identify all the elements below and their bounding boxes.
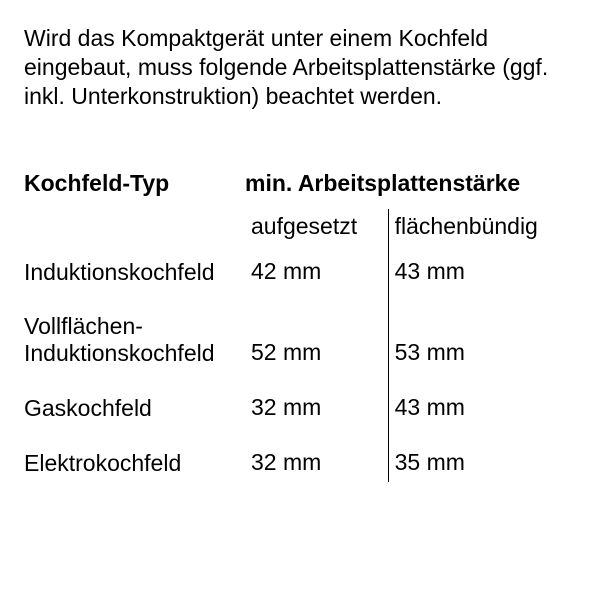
table-row: Elektrokochfeld 32 mm 35 mm — [24, 439, 576, 482]
table-row: Induktionskochfeld 42 mm 43 mm — [24, 248, 576, 303]
table-row: Gaskochfeld 32 mm 43 mm — [24, 384, 576, 439]
subheader-surface-mounted: aufgesetzt — [245, 209, 388, 248]
value-c2: 53 mm — [388, 303, 576, 384]
table-row: Vollflächen-Induktionskochfeld 52 mm 53 … — [24, 303, 576, 384]
value-c2: 43 mm — [388, 384, 576, 439]
value-c1: 42 mm — [245, 248, 388, 303]
thickness-table: Kochfeld-Typ min. Arbeitsplattenstärke a… — [24, 170, 576, 482]
table-subheader-row: aufgesetzt flächenbündig — [24, 209, 576, 248]
table-header-row: Kochfeld-Typ min. Arbeitsplattenstärke — [24, 170, 576, 209]
value-c1: 32 mm — [245, 439, 388, 482]
subheader-spacer — [24, 209, 245, 248]
type-cell: Elektrokochfeld — [24, 439, 245, 482]
type-cell: Gaskochfeld — [24, 384, 245, 439]
intro-paragraph: Wird das Kompaktgerät unter einem Kochfe… — [24, 24, 576, 110]
subheader-flush-mounted: flächenbündig — [388, 209, 576, 248]
value-c1: 52 mm — [245, 303, 388, 384]
type-cell: Vollflächen-Induktionskochfeld — [24, 303, 245, 384]
value-c2: 43 mm — [388, 248, 576, 303]
document-page: Wird das Kompaktgerät unter einem Kochfe… — [0, 0, 600, 482]
header-type: Kochfeld-Typ — [24, 170, 245, 209]
type-cell: Induktionskochfeld — [24, 248, 245, 303]
value-c1: 32 mm — [245, 384, 388, 439]
header-min-thickness: min. Arbeitsplattenstärke — [245, 170, 576, 209]
value-c2: 35 mm — [388, 439, 576, 482]
